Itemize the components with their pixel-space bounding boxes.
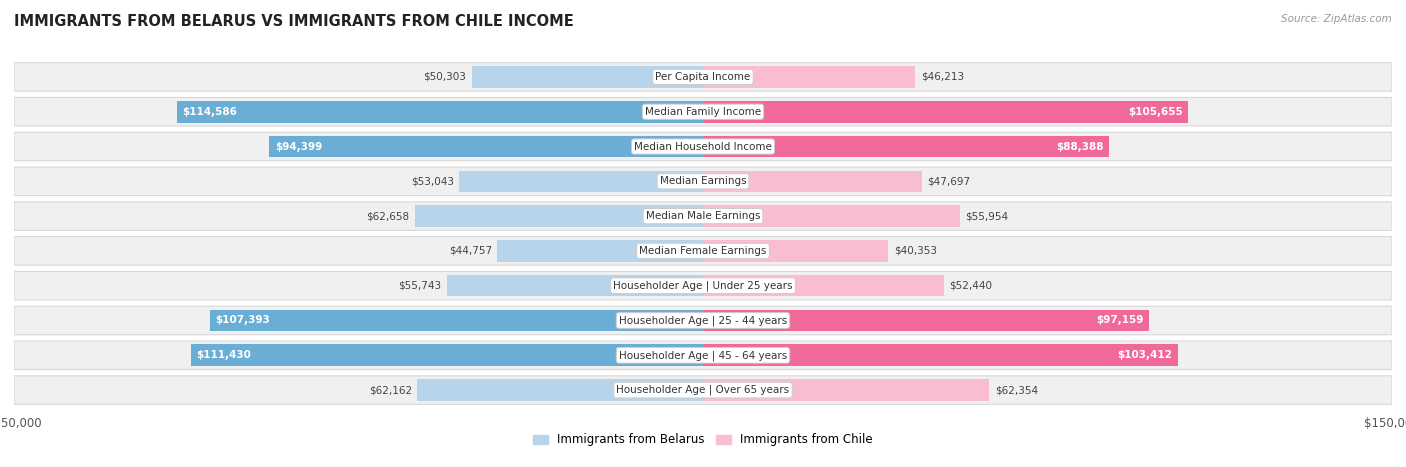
Bar xyxy=(703,136,1109,157)
Text: $103,412: $103,412 xyxy=(1118,350,1173,360)
FancyBboxPatch shape xyxy=(14,376,1392,404)
Text: $105,655: $105,655 xyxy=(1128,107,1182,117)
Bar xyxy=(703,101,1188,122)
Bar xyxy=(447,275,703,297)
Text: $44,757: $44,757 xyxy=(449,246,492,256)
Text: Householder Age | 45 - 64 years: Householder Age | 45 - 64 years xyxy=(619,350,787,361)
FancyBboxPatch shape xyxy=(14,63,1392,91)
FancyBboxPatch shape xyxy=(14,132,1392,161)
Bar xyxy=(415,205,703,227)
Text: Householder Age | Over 65 years: Householder Age | Over 65 years xyxy=(616,385,790,396)
Bar xyxy=(177,101,703,122)
Bar xyxy=(460,170,703,192)
Bar xyxy=(703,310,1149,331)
Text: $55,954: $55,954 xyxy=(966,211,1008,221)
Text: $94,399: $94,399 xyxy=(276,142,322,151)
Text: $40,353: $40,353 xyxy=(894,246,936,256)
FancyBboxPatch shape xyxy=(14,341,1392,369)
Text: $114,586: $114,586 xyxy=(183,107,238,117)
Bar xyxy=(191,345,703,366)
Text: $111,430: $111,430 xyxy=(197,350,252,360)
Bar xyxy=(498,240,703,262)
Legend: Immigrants from Belarus, Immigrants from Chile: Immigrants from Belarus, Immigrants from… xyxy=(529,429,877,451)
Text: $62,162: $62,162 xyxy=(368,385,412,395)
Bar xyxy=(270,136,703,157)
Text: Median Family Income: Median Family Income xyxy=(645,107,761,117)
Text: $47,697: $47,697 xyxy=(928,177,970,186)
Text: $53,043: $53,043 xyxy=(411,177,454,186)
Bar xyxy=(703,240,889,262)
Bar xyxy=(703,66,915,88)
Bar xyxy=(472,66,703,88)
Text: $52,440: $52,440 xyxy=(949,281,993,290)
Text: Householder Age | 25 - 44 years: Householder Age | 25 - 44 years xyxy=(619,315,787,326)
Text: Median Male Earnings: Median Male Earnings xyxy=(645,211,761,221)
FancyBboxPatch shape xyxy=(14,202,1392,230)
FancyBboxPatch shape xyxy=(14,237,1392,265)
Bar xyxy=(703,170,922,192)
Text: Median Earnings: Median Earnings xyxy=(659,177,747,186)
FancyBboxPatch shape xyxy=(14,98,1392,126)
Text: Per Capita Income: Per Capita Income xyxy=(655,72,751,82)
Bar xyxy=(703,205,960,227)
Text: $107,393: $107,393 xyxy=(215,316,270,325)
Text: IMMIGRANTS FROM BELARUS VS IMMIGRANTS FROM CHILE INCOME: IMMIGRANTS FROM BELARUS VS IMMIGRANTS FR… xyxy=(14,14,574,29)
Bar xyxy=(703,379,990,401)
Text: $50,303: $50,303 xyxy=(423,72,467,82)
Text: $55,743: $55,743 xyxy=(398,281,441,290)
FancyBboxPatch shape xyxy=(14,271,1392,300)
FancyBboxPatch shape xyxy=(14,167,1392,196)
Text: $46,213: $46,213 xyxy=(921,72,965,82)
Text: Householder Age | Under 25 years: Householder Age | Under 25 years xyxy=(613,281,793,291)
Text: Median Female Earnings: Median Female Earnings xyxy=(640,246,766,256)
Text: $62,354: $62,354 xyxy=(995,385,1038,395)
Text: $97,159: $97,159 xyxy=(1097,316,1143,325)
FancyBboxPatch shape xyxy=(14,306,1392,335)
Text: Source: ZipAtlas.com: Source: ZipAtlas.com xyxy=(1281,14,1392,24)
Bar xyxy=(703,345,1178,366)
Bar xyxy=(209,310,703,331)
Text: Median Household Income: Median Household Income xyxy=(634,142,772,151)
Bar xyxy=(418,379,703,401)
Text: $62,658: $62,658 xyxy=(367,211,409,221)
Text: $88,388: $88,388 xyxy=(1056,142,1104,151)
Bar xyxy=(703,275,943,297)
